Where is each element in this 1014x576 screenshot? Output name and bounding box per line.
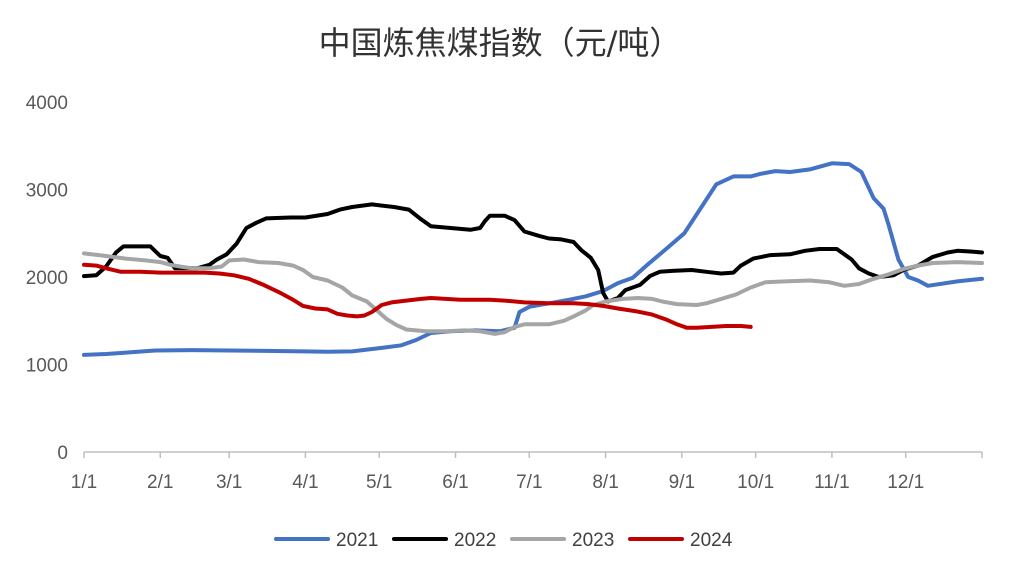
x-tick-label: 7/1 [516,472,542,493]
chart-title: 中国炼焦煤指数（元/吨） [319,24,682,62]
legend-label-2023: 2023 [572,530,614,551]
y-tick-label: 1000 [26,356,68,377]
legend-label-2022: 2022 [454,530,496,551]
series-line-2024 [82,262,753,330]
x-axis-ticks: 1/1 2/1 3/1 4/1 5/1 6/1 7/1 8/1 9/1 10/1 11/1 12/1 [71,452,983,493]
x-tick-label: 6/1 [442,472,468,493]
x-tick-label: 1/1 [71,472,97,493]
x-tick-label: 4/1 [292,472,318,493]
x-tick-label: 12/1 [887,472,924,493]
x-tick-label: 8/1 [592,472,618,493]
x-tick-label: 2/1 [147,472,173,493]
x-tick-label: 3/1 [216,472,242,493]
y-tick-label: 2000 [26,268,68,289]
series-line-2021 [82,161,984,357]
y-tick-label: 4000 [26,93,68,114]
series-line-2023 [82,251,984,336]
x-tick-label: 5/1 [366,472,392,493]
x-tick-label: 9/1 [669,472,695,493]
x-tick-label: 10/1 [737,472,774,493]
y-tick-label: 0 [57,443,68,464]
legend-label-2021: 2021 [336,530,378,551]
x-tick-label: 11/1 [814,472,850,493]
series-line-2022 [82,202,984,304]
y-axis-ticks: 0 1000 2000 3000 4000 [26,93,68,464]
series-layer [82,161,984,357]
legend: 2021 2022 2023 2024 [274,530,733,551]
y-tick-label: 3000 [26,181,68,202]
legend-label-2024: 2024 [690,530,733,551]
